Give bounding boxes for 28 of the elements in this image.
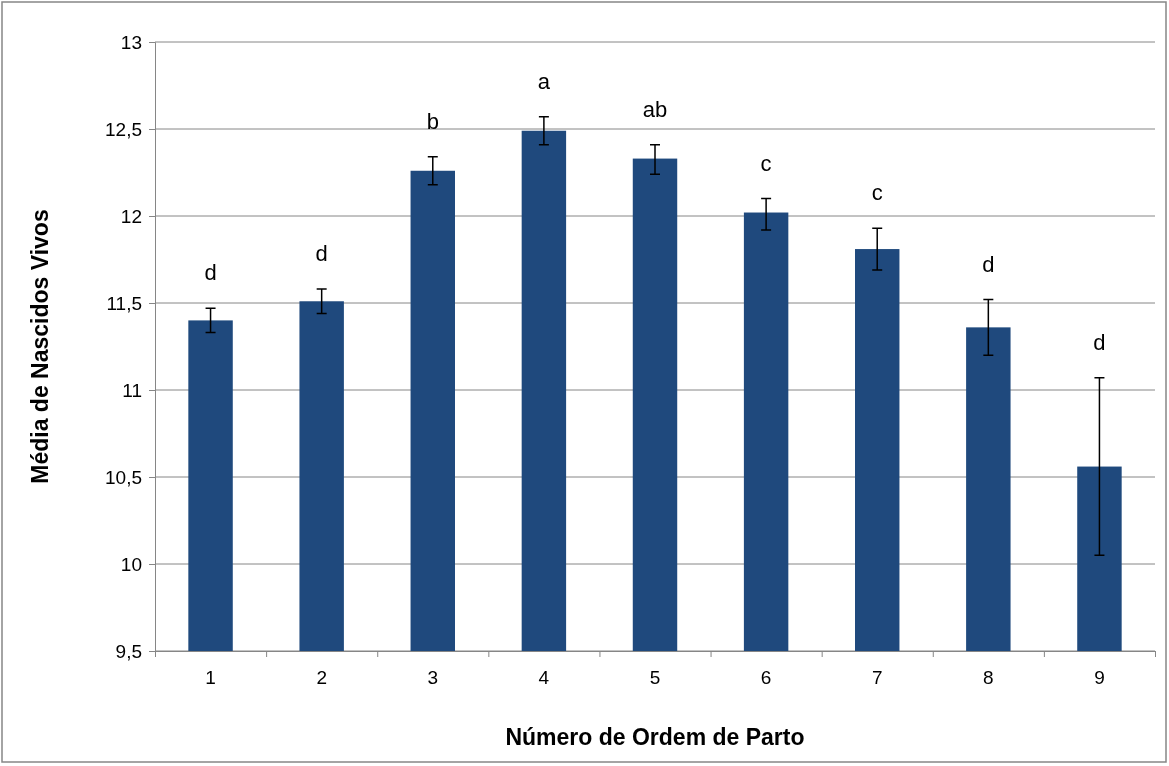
y-tick-label: 9,5: [115, 640, 142, 662]
annotation: c: [871, 180, 883, 206]
y-axis-title: Média de Nascidos Vivos: [27, 209, 53, 484]
annotation: c: [760, 150, 772, 176]
y-tick-label: 10,5: [105, 466, 142, 488]
annotation: d: [982, 251, 995, 277]
annotation: d: [315, 241, 328, 267]
x-tick-label: 4: [538, 667, 550, 688]
x-tick-label: 5: [649, 667, 661, 688]
annotation: d: [1093, 329, 1106, 355]
y-tick-label: 12: [120, 205, 142, 227]
x-tick-label: 1: [205, 667, 216, 688]
annotation: ab: [642, 96, 668, 122]
y-tick-label: 12,5: [105, 118, 142, 140]
y-tick-label: 10: [120, 553, 142, 575]
annotation: a: [537, 68, 551, 94]
x-tick-label: 6: [760, 667, 772, 688]
annotation: d: [204, 260, 217, 286]
y-tick-label: 11,5: [106, 292, 142, 314]
annotation: b: [426, 108, 439, 134]
x-axis-title: Número de Ordem de Parto: [505, 724, 805, 750]
y-tick-label: 11: [122, 379, 142, 401]
x-tick-label: 2: [316, 667, 327, 688]
x-tick-label: 7: [871, 667, 883, 688]
x-tick-label: 8: [983, 667, 994, 688]
x-tick-label: 3: [427, 667, 439, 688]
y-tick-label: 13: [120, 31, 142, 53]
x-tick-label: 9: [1094, 667, 1105, 688]
